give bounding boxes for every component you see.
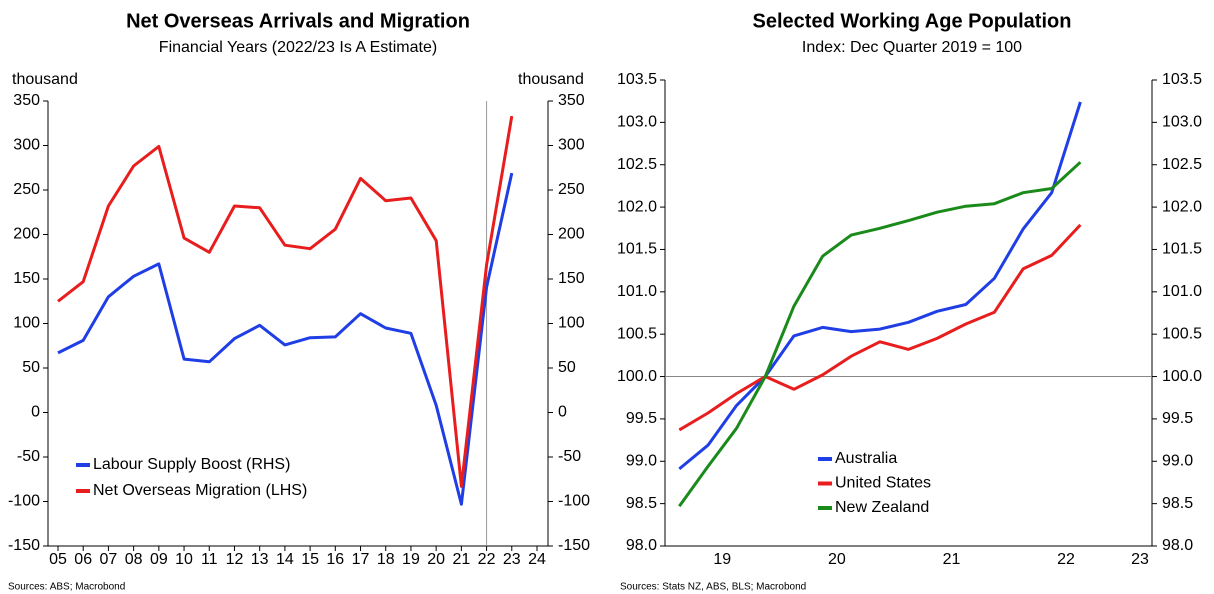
y2-tick-label: 102.5 [1162, 156, 1202, 173]
y2-axis-label: thousand [518, 71, 584, 88]
x-tick-label: 24 [528, 551, 546, 568]
y-tick-label: -100 [8, 493, 40, 510]
series-line [678, 161, 1082, 508]
x-tick-label: 19 [402, 551, 420, 568]
y-tick-label: 100 [13, 315, 40, 332]
y-tick-label: 300 [13, 137, 40, 154]
x-tick-label: 21 [943, 551, 961, 568]
x-tick-label: 20 [828, 551, 846, 568]
y-tick-label: 0 [31, 404, 40, 421]
x-tick-label: 15 [301, 551, 319, 568]
x-tick-label: 12 [226, 551, 244, 568]
y-tick-label: -50 [17, 448, 40, 465]
y2-tick-label: 98.5 [1162, 495, 1193, 512]
x-tick-label: 17 [352, 551, 370, 568]
y-tick-label: 102.5 [617, 156, 657, 173]
y2-tick-label: 101.5 [1162, 241, 1202, 258]
y-tick-label: 98.0 [626, 537, 657, 554]
x-tick-label: 07 [100, 551, 118, 568]
y-tick-label: 99.5 [626, 410, 657, 427]
legend-label: Net Overseas Migration (LHS) [93, 482, 307, 499]
legend-label: Australia [835, 450, 897, 467]
series-line [57, 115, 514, 488]
y-tick-label: 200 [13, 226, 40, 243]
y2-tick-label: 0 [558, 404, 567, 421]
y-tick-label: 250 [13, 181, 40, 198]
y2-tick-label: 150 [558, 270, 585, 287]
y-tick-label: 103.5 [617, 71, 657, 88]
chart-subtitle: Financial Years (2022/23 Is A Estimate) [159, 39, 437, 56]
y2-tick-label: 99.5 [1162, 410, 1193, 427]
y-tick-label: 150 [13, 270, 40, 287]
legend-label: New Zealand [835, 499, 929, 516]
y2-tick-label: 103.5 [1162, 71, 1202, 88]
y-tick-label: 103.0 [617, 114, 657, 131]
y2-tick-label: 100.5 [1162, 325, 1202, 342]
y2-tick-label: -150 [558, 537, 590, 554]
legend-label: Labour Supply Boost (RHS) [93, 456, 290, 473]
x-tick-label: 13 [251, 551, 269, 568]
x-tick-label: 23 [1131, 551, 1149, 568]
y2-tick-label: 101.0 [1162, 283, 1202, 300]
y2-tick-label: 103.0 [1162, 114, 1202, 131]
x-tick-label: 06 [74, 551, 92, 568]
x-tick-label: 19 [713, 551, 731, 568]
y2-tick-label: 50 [558, 359, 576, 376]
y2-tick-label: 300 [558, 137, 585, 154]
x-tick-label: 21 [452, 551, 470, 568]
x-tick-label: 18 [377, 551, 395, 568]
x-tick-label: 16 [326, 551, 344, 568]
source: Sources: ABS; Macrobond [8, 582, 125, 593]
x-tick-label: 20 [427, 551, 445, 568]
y2-tick-label: 250 [558, 181, 585, 198]
y2-tick-label: -50 [558, 448, 581, 465]
x-tick-label: 08 [125, 551, 143, 568]
y2-tick-label: -100 [558, 493, 590, 510]
y-tick-label: 99.0 [626, 452, 657, 469]
y2-tick-label: 98.0 [1162, 537, 1193, 554]
x-tick-label: 09 [150, 551, 168, 568]
x-tick-label: 11 [201, 551, 218, 568]
x-tick-label: 05 [49, 551, 67, 568]
series-line [678, 101, 1082, 471]
y-axis-label: thousand [12, 71, 78, 88]
y2-tick-label: 102.0 [1162, 198, 1202, 215]
x-tick-label: 22 [1057, 551, 1075, 568]
y2-tick-label: 99.0 [1162, 452, 1193, 469]
y-tick-label: 101.0 [617, 283, 657, 300]
x-tick-label: 22 [478, 551, 496, 568]
x-tick-label: 14 [276, 551, 294, 568]
x-tick-label: 10 [175, 551, 193, 568]
y2-tick-label: 100.0 [1162, 368, 1202, 385]
y2-tick-label: 100 [558, 315, 585, 332]
chart-subtitle: Index: Dec Quarter 2019 = 100 [802, 39, 1022, 56]
x-tick-label: 23 [503, 551, 521, 568]
y-tick-label: 100.5 [617, 325, 657, 342]
y2-tick-label: 350 [558, 92, 585, 109]
y-tick-label: 101.5 [617, 241, 657, 258]
source: Sources: Stats NZ, ABS, BLS; Macrobond [620, 582, 806, 593]
y-tick-label: 98.5 [626, 495, 657, 512]
chart-title: Selected Working Age Population [753, 10, 1072, 32]
y-tick-label: 50 [22, 359, 40, 376]
y-tick-label: 350 [13, 92, 40, 109]
chart-title: Net Overseas Arrivals and Migration [126, 10, 470, 32]
y-tick-label: 102.0 [617, 198, 657, 215]
y-tick-label: -150 [8, 537, 40, 554]
legend-label: United States [835, 475, 931, 492]
series-line [678, 223, 1082, 432]
y-tick-label: 100.0 [617, 368, 657, 385]
y2-tick-label: 200 [558, 226, 585, 243]
series-line [57, 172, 514, 506]
